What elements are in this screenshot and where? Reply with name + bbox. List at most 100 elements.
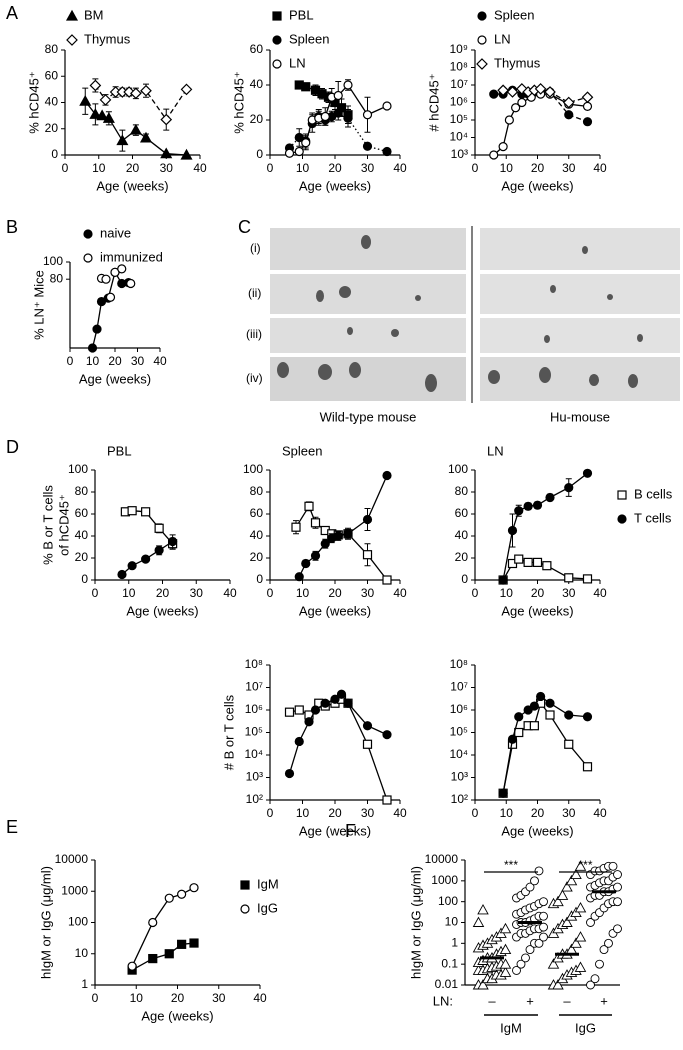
marker	[382, 795, 392, 805]
marker	[294, 736, 304, 747]
marker	[89, 79, 102, 92]
marker	[129, 123, 142, 135]
marker	[564, 739, 574, 749]
marker	[291, 522, 301, 532]
marker	[310, 705, 321, 715]
y-tick-label: 0.01	[435, 977, 459, 991]
marker	[507, 734, 518, 744]
marker	[570, 937, 582, 948]
marker	[529, 701, 539, 711]
marker	[499, 958, 512, 969]
marker	[570, 868, 582, 880]
marker	[499, 922, 512, 934]
y-tick-label: 80	[455, 484, 469, 498]
marker	[521, 953, 530, 963]
y-tick-label: 10⁴	[449, 130, 468, 144]
y-tick-label: 10⁵	[450, 725, 468, 739]
series-line	[295, 504, 388, 581]
marker	[498, 788, 508, 798]
legend-marker	[272, 11, 282, 21]
marker	[333, 531, 343, 541]
marker	[564, 483, 574, 493]
chart-title: PBL	[107, 443, 132, 458]
y-tick-label: 0	[461, 572, 468, 586]
panel-label: B	[6, 217, 18, 237]
marker	[507, 525, 518, 536]
marker	[497, 84, 509, 97]
marker	[613, 882, 622, 892]
row-label: LN:	[433, 993, 453, 1008]
y-tick-label: 20	[45, 121, 59, 135]
column-label: Hu-mouse	[550, 409, 610, 424]
marker	[534, 866, 544, 876]
y-tick-label: 10⁷	[450, 77, 468, 91]
x-tick-label: 30	[160, 161, 174, 175]
x-tick-label: 0	[92, 991, 99, 1005]
x-tick-label: 40	[393, 161, 407, 175]
y-tick-label: 0	[81, 572, 88, 586]
y-tick-label: 10³	[246, 770, 263, 784]
marker	[564, 710, 574, 720]
marker	[320, 539, 330, 549]
marker	[514, 727, 524, 738]
marker	[141, 507, 151, 517]
row-label: (iii)	[246, 327, 262, 341]
series-line	[493, 93, 588, 156]
x-tick-label: 30	[212, 991, 226, 1005]
legend-marker	[477, 35, 487, 45]
marker	[517, 97, 527, 108]
marker	[79, 94, 92, 106]
marker	[116, 134, 129, 146]
x-tick-label: 0	[472, 806, 479, 820]
y-tick-label: 100	[68, 915, 88, 929]
marker	[284, 148, 295, 158]
marker	[164, 893, 174, 903]
marker	[499, 943, 512, 955]
legend-marker	[272, 35, 282, 45]
panel-label: A	[6, 3, 18, 23]
marker	[514, 506, 524, 516]
legend-label: T cells	[634, 510, 672, 525]
marker	[382, 730, 392, 740]
group-label: –	[488, 993, 496, 1008]
y-tick-label: 40	[75, 528, 89, 542]
y-tick-label: 40	[455, 528, 469, 542]
y-axis-label: % hCD45⁺	[231, 71, 246, 134]
marker	[525, 882, 535, 892]
marker	[498, 142, 508, 152]
panel-label: E	[6, 817, 18, 837]
marker	[534, 938, 544, 948]
y-tick-label: 10⁴	[449, 747, 468, 761]
group-label: +	[526, 993, 534, 1008]
marker	[284, 707, 295, 717]
micrograph	[270, 357, 466, 401]
y-tick-label: 40	[250, 528, 264, 542]
x-axis-label: Age (weeks)	[501, 823, 573, 838]
x-tick-label: 20	[531, 806, 545, 820]
x-tick-label: 10	[500, 586, 514, 600]
x-tick-label: 0	[472, 586, 479, 600]
marker	[498, 575, 508, 585]
marker	[582, 101, 593, 111]
y-tick-label: 0	[256, 572, 263, 586]
x-axis-label: Age (weeks)	[299, 178, 371, 193]
series-line	[288, 693, 388, 774]
y-tick-label: 0	[256, 147, 263, 161]
x-tick-label: 30	[562, 586, 576, 600]
y-tick-label: 40	[45, 95, 59, 109]
y-tick-label: 60	[250, 506, 264, 520]
x-tick-label: 40	[193, 161, 207, 175]
marker	[561, 916, 573, 927]
marker	[304, 717, 314, 727]
marker	[301, 138, 311, 148]
marker	[160, 147, 173, 159]
x-tick-label: 20	[156, 586, 170, 600]
x-tick-label: 20	[531, 586, 545, 600]
marker	[148, 953, 158, 964]
panel-label: F	[345, 821, 356, 841]
marker	[180, 83, 193, 96]
follicles	[277, 235, 643, 392]
y-tick-label: 10⁵	[450, 112, 468, 126]
marker	[89, 108, 102, 119]
x-tick-label: 20	[328, 806, 342, 820]
